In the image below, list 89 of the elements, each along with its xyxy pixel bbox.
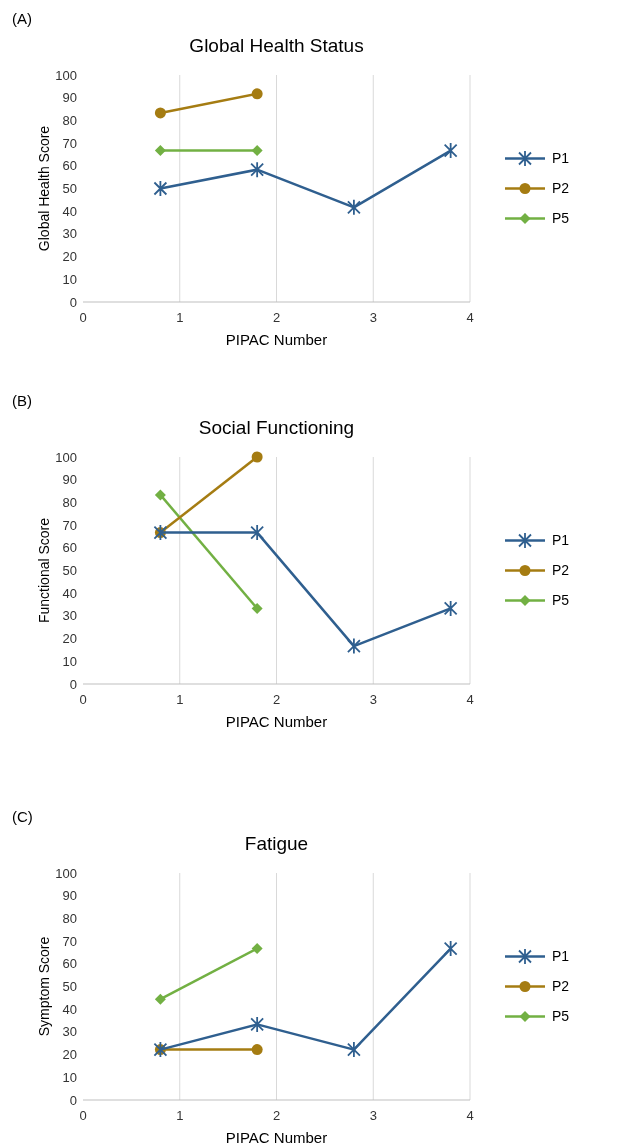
point bbox=[347, 637, 361, 655]
y-axis-title: Symptom Score bbox=[36, 936, 52, 1037]
legend-label: P2 bbox=[552, 978, 570, 995]
point bbox=[154, 107, 166, 119]
y-axis-title: Functional Score bbox=[36, 517, 52, 624]
x-tick-label: 2 bbox=[272, 310, 281, 325]
x-tick-label: 4 bbox=[466, 692, 474, 707]
legend-label: P5 bbox=[552, 210, 570, 227]
x-tick-label: 2 bbox=[272, 1108, 281, 1123]
y-tick-label: 0 bbox=[69, 1092, 77, 1108]
y-tick-label: 60 bbox=[62, 956, 77, 972]
point bbox=[154, 145, 166, 157]
point bbox=[250, 524, 265, 541]
y-tick-label: 90 bbox=[62, 472, 77, 488]
y-tick-label: 20 bbox=[62, 1047, 77, 1063]
point bbox=[443, 142, 458, 159]
y-tick-label: 20 bbox=[62, 631, 77, 647]
point bbox=[443, 940, 458, 957]
x-tick-label: 1 bbox=[176, 1108, 184, 1123]
legend-label: P5 bbox=[552, 592, 570, 609]
y-tick-label: 100 bbox=[55, 449, 77, 465]
y-tick-label: 100 bbox=[55, 67, 77, 83]
legend-label: P1 bbox=[552, 948, 570, 965]
point bbox=[251, 943, 263, 955]
x-tick-label: 3 bbox=[369, 692, 377, 707]
y-tick-label: 0 bbox=[69, 294, 77, 310]
chart-title: Social Functioning bbox=[198, 417, 355, 438]
y-tick-label: 30 bbox=[62, 608, 77, 624]
point bbox=[251, 451, 263, 463]
legend-label: P2 bbox=[552, 562, 570, 579]
chart-title: Global Health Status bbox=[189, 35, 364, 56]
point bbox=[443, 600, 458, 617]
x-tick-label: 0 bbox=[79, 692, 87, 707]
y-tick-label: 70 bbox=[62, 517, 77, 533]
y-tick-label: 30 bbox=[62, 226, 77, 242]
y-tick-label: 70 bbox=[62, 933, 77, 949]
point bbox=[347, 1041, 361, 1059]
y-tick-label: 80 bbox=[62, 494, 77, 510]
point bbox=[153, 180, 168, 197]
point bbox=[251, 145, 263, 157]
x-axis-title: PIPAC Number bbox=[225, 331, 328, 348]
y-tick-label: 50 bbox=[62, 563, 77, 579]
y-tick-label: 20 bbox=[62, 249, 77, 265]
y-tick-label: 40 bbox=[62, 585, 77, 601]
text: (B) bbox=[12, 392, 32, 409]
legend-label: P5 bbox=[552, 1008, 570, 1025]
x-axis-title: PIPAC Number bbox=[225, 1129, 328, 1146]
x-tick-label: 0 bbox=[79, 310, 87, 325]
text: (C) bbox=[12, 808, 33, 825]
y-axis-title: Global Health Score bbox=[36, 125, 52, 252]
point bbox=[154, 489, 166, 501]
point bbox=[347, 198, 361, 216]
y-tick-label: 10 bbox=[62, 271, 77, 287]
y-tick-label: 90 bbox=[62, 888, 77, 904]
y-tick-label: 90 bbox=[62, 90, 77, 106]
point bbox=[250, 161, 265, 179]
x-tick-label: 4 bbox=[466, 1108, 474, 1123]
y-tick-label: 10 bbox=[62, 1069, 77, 1085]
x-axis-title: PIPAC Number bbox=[225, 713, 328, 730]
y-tick-label: 60 bbox=[62, 158, 77, 174]
point bbox=[251, 1044, 263, 1056]
legend-label: P1 bbox=[552, 150, 570, 167]
x-tick-label: 3 bbox=[369, 310, 377, 325]
y-tick-label: 40 bbox=[62, 1001, 77, 1017]
point bbox=[250, 1016, 265, 1033]
y-tick-label: 10 bbox=[62, 653, 77, 669]
y-tick-label: 80 bbox=[62, 112, 77, 128]
x-tick-label: 3 bbox=[369, 1108, 377, 1123]
x-tick-label: 0 bbox=[79, 1108, 87, 1123]
x-tick-label: 4 bbox=[466, 310, 474, 325]
y-tick-label: 50 bbox=[62, 181, 77, 197]
y-tick-label: 100 bbox=[55, 865, 77, 881]
y-tick-label: 80 bbox=[62, 910, 77, 926]
y-tick-label: 70 bbox=[62, 135, 77, 151]
y-tick-label: 50 bbox=[62, 979, 77, 995]
x-tick-label: 2 bbox=[272, 692, 281, 707]
legend-label: P2 bbox=[552, 180, 570, 197]
chart-title: Fatigue bbox=[244, 833, 309, 854]
text: (A) bbox=[12, 10, 32, 27]
y-tick-label: 60 bbox=[62, 540, 77, 556]
y-tick-label: 0 bbox=[69, 676, 77, 692]
point bbox=[154, 993, 166, 1005]
y-tick-label: 40 bbox=[62, 203, 77, 219]
y-tick-label: 30 bbox=[62, 1024, 77, 1040]
x-tick-label: 1 bbox=[176, 310, 184, 325]
point bbox=[251, 602, 263, 614]
x-tick-label: 1 bbox=[176, 692, 184, 707]
legend-label: P1 bbox=[552, 532, 570, 549]
point bbox=[251, 88, 263, 100]
